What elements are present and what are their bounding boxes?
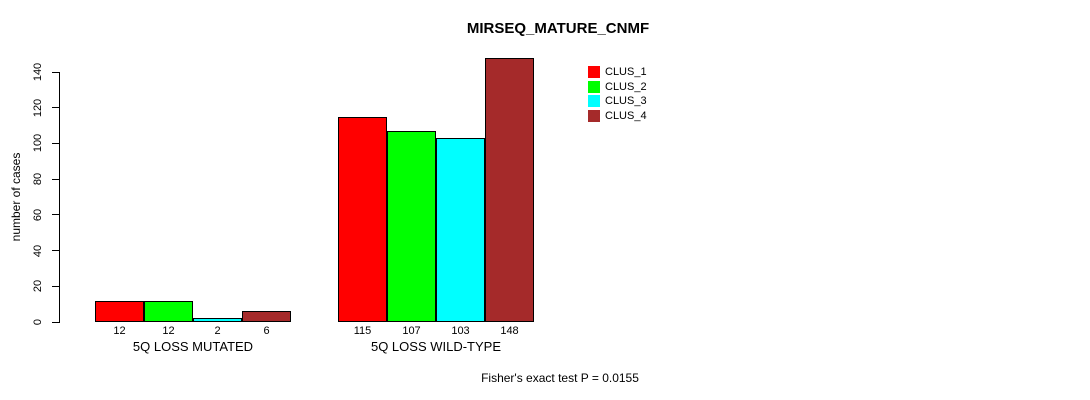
bar-clus_4-1 [242,311,291,322]
y-axis-tick [52,214,59,216]
y-axis-tick [52,321,59,323]
y-axis-label: number of cases [9,152,23,242]
y-axis-tick [52,107,59,109]
y-axis-line [59,72,60,323]
x-group-label: 5Q LOSS WILD-TYPE [370,339,502,354]
y-axis-tick-label: 80 [32,173,44,186]
bar-clus_3-1 [193,318,242,322]
legend-label: CLUS_2 [605,80,647,93]
x-group-label: 5Q LOSS MUTATED [132,339,254,354]
y-axis-tick [52,285,59,287]
y-axis-tick [52,71,59,73]
bar-clus_2-2 [387,130,436,322]
bar-value-label: 12 [162,325,175,337]
bar-clus_4-2 [485,57,534,322]
legend-label: CLUS_4 [605,109,647,122]
y-axis-tick [52,178,59,180]
bar-value-label: 148 [500,325,519,337]
bar-clus_1-1 [95,300,144,322]
y-axis-tick-label: 120 [32,98,44,117]
legend-swatch-clus_4 [588,109,600,122]
y-axis-tick-label: 60 [32,208,44,221]
bar-value-label: 6 [263,325,270,337]
bar-value-label: 107 [402,325,421,337]
bar-clus_1-2 [338,116,387,322]
y-axis-tick-label: 100 [32,134,44,153]
legend-swatch-clus_1 [588,66,600,78]
legend-swatch-clus_3 [588,95,600,107]
y-axis-tick [52,250,59,252]
bar-clus_3-2 [436,138,485,322]
legend-label: CLUS_1 [605,66,647,78]
chart-title: MIRSEQ_MATURE_CNMF [466,20,650,37]
bar-value-label: 2 [214,325,221,337]
legend-label: CLUS_3 [605,95,647,107]
y-axis-tick-label: 0 [32,318,44,326]
legend-swatch-clus_2 [588,80,600,93]
annotation-text: Fisher's exact test P = 0.0155 [481,371,639,385]
bar-value-label: 103 [451,325,470,337]
y-axis-tick-label: 20 [32,280,44,293]
y-axis-tick [52,142,59,144]
y-axis-tick-label: 40 [32,244,44,257]
y-axis-tick-label: 140 [32,62,44,82]
bar-clus_2-1 [144,300,193,322]
bar-value-label: 12 [113,325,126,337]
bar-value-label: 115 [353,325,372,337]
